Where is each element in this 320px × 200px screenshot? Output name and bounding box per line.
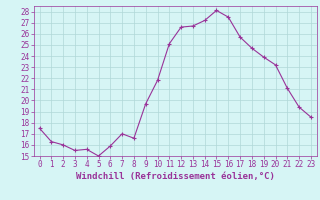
X-axis label: Windchill (Refroidissement éolien,°C): Windchill (Refroidissement éolien,°C): [76, 172, 275, 181]
